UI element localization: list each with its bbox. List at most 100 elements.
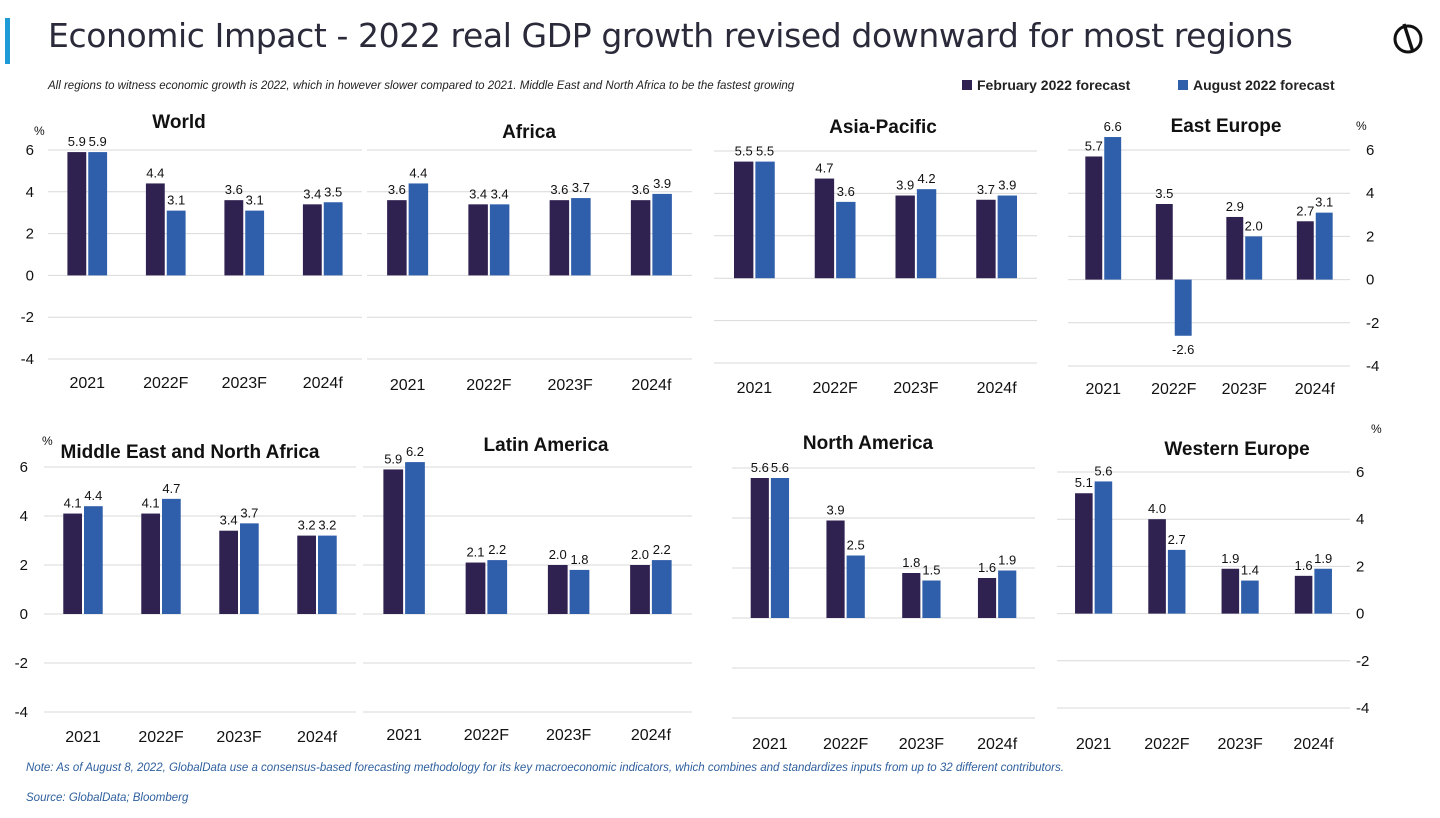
bar-august	[998, 570, 1017, 618]
bar-august	[323, 202, 343, 276]
y-tick-label: 2	[1366, 228, 1374, 245]
y-tick-label: 4	[26, 184, 34, 201]
data-label: 2.0	[549, 547, 567, 562]
data-label: 3.5	[1155, 186, 1173, 201]
data-label: 2.2	[488, 542, 506, 557]
legend-item-february: February 2022 forecast	[962, 77, 1130, 93]
bar-february	[826, 520, 845, 618]
bar-august	[405, 462, 425, 614]
bar-february	[1075, 493, 1093, 614]
bar-august	[166, 210, 186, 276]
bar-august	[916, 189, 937, 279]
data-label: 5.6	[1094, 463, 1112, 478]
data-label: 2.1	[466, 545, 484, 560]
data-label: 2.0	[1245, 218, 1263, 233]
data-label: 5.1	[1075, 475, 1093, 490]
chart-title: East Europe	[1171, 116, 1282, 137]
bar-august	[1241, 580, 1259, 614]
chart-title: Latin America	[484, 435, 609, 456]
chart-title: Africa	[502, 122, 556, 143]
data-label: 1.9	[998, 553, 1016, 568]
bar-february	[1148, 519, 1166, 614]
logo-icon	[1393, 23, 1423, 54]
x-category-label: 2022F	[138, 729, 184, 746]
bar-february	[224, 200, 244, 276]
x-category-label: 2021	[752, 736, 788, 753]
bar-august	[240, 523, 259, 614]
bar-august	[88, 152, 108, 276]
data-label: 1.8	[570, 552, 588, 567]
bar-august	[569, 569, 590, 614]
data-label: 6.6	[1104, 119, 1122, 134]
bar-august	[651, 560, 672, 614]
data-label: 2.5	[847, 538, 865, 553]
legend-label-august: August 2022 forecast	[1193, 77, 1335, 93]
data-label: 5.6	[751, 460, 769, 475]
bar-august	[1315, 212, 1333, 280]
x-category-label: 2024f	[297, 729, 338, 746]
x-category-label: 2021	[1076, 736, 1112, 753]
unit-label: %	[1356, 119, 1367, 133]
data-label: -2.6	[1172, 342, 1194, 357]
x-category-label: 2023F	[216, 729, 262, 746]
bar-february	[630, 565, 650, 614]
x-category-label: 2021	[737, 380, 773, 397]
bar-august	[245, 210, 265, 276]
data-label: 6.2	[406, 444, 424, 459]
bar-february	[383, 469, 404, 614]
bar-august	[1174, 279, 1192, 336]
x-category-label: 2022F	[143, 375, 189, 392]
data-label: 3.5	[324, 184, 342, 199]
data-label: 3.1	[246, 193, 264, 208]
data-label: 1.4	[1241, 563, 1259, 578]
data-label: 5.9	[68, 134, 86, 149]
data-label: 3.7	[240, 505, 258, 520]
bar-february	[902, 573, 921, 618]
data-label: 3.2	[298, 518, 316, 533]
bar-february	[297, 535, 316, 614]
x-category-label: 2021	[386, 727, 422, 744]
bar-february	[219, 530, 238, 614]
y-tick-label: 6	[26, 142, 34, 159]
bar-february	[387, 200, 407, 276]
chart-title: North America	[803, 433, 934, 454]
x-category-label: 2023F	[1222, 381, 1268, 398]
bar-february	[547, 565, 568, 614]
data-label: 3.7	[977, 182, 995, 197]
y-tick-label: 2	[1356, 558, 1364, 575]
x-category-label: 2023F	[1217, 736, 1263, 753]
y-tick-label: 6	[1366, 142, 1374, 159]
bar-august	[836, 201, 856, 279]
data-label: 3.4	[303, 186, 321, 201]
data-label: 3.6	[388, 182, 406, 197]
bar-august	[571, 198, 591, 276]
data-label: 3.9	[998, 178, 1016, 193]
bar-august	[1314, 568, 1332, 614]
bar-february	[976, 199, 996, 279]
data-label: 3.6	[837, 184, 855, 199]
y-tick-label: 0	[1356, 606, 1364, 623]
data-label: 3.9	[653, 176, 671, 191]
source-note: Source: GlobalData; Bloomberg	[26, 792, 189, 804]
bar-august	[489, 204, 510, 276]
page-subtitle: All regions to witness economic growth i…	[48, 80, 795, 92]
data-label: 1.9	[1221, 551, 1239, 566]
bar-august	[318, 535, 337, 614]
data-label: 2.2	[653, 542, 671, 557]
data-label: 3.6	[550, 182, 568, 197]
y-tick-label: -2	[21, 309, 34, 326]
data-label: 3.9	[826, 503, 844, 518]
unit-label: %	[34, 124, 45, 138]
data-label: 3.4	[491, 186, 509, 201]
x-category-label: 2024f	[631, 727, 672, 744]
bar-february	[895, 195, 915, 279]
x-category-label: 2022F	[466, 377, 512, 394]
bar-august	[1245, 236, 1263, 280]
y-tick-label: 0	[26, 267, 34, 284]
bar-august	[1104, 137, 1122, 280]
y-tick-label: 0	[1366, 272, 1374, 289]
bar-february	[468, 204, 488, 276]
data-label: 4.7	[162, 481, 180, 496]
footnote: Note: As of August 8, 2022, GlobalData u…	[26, 762, 1064, 774]
unit-label: %	[1371, 422, 1382, 436]
